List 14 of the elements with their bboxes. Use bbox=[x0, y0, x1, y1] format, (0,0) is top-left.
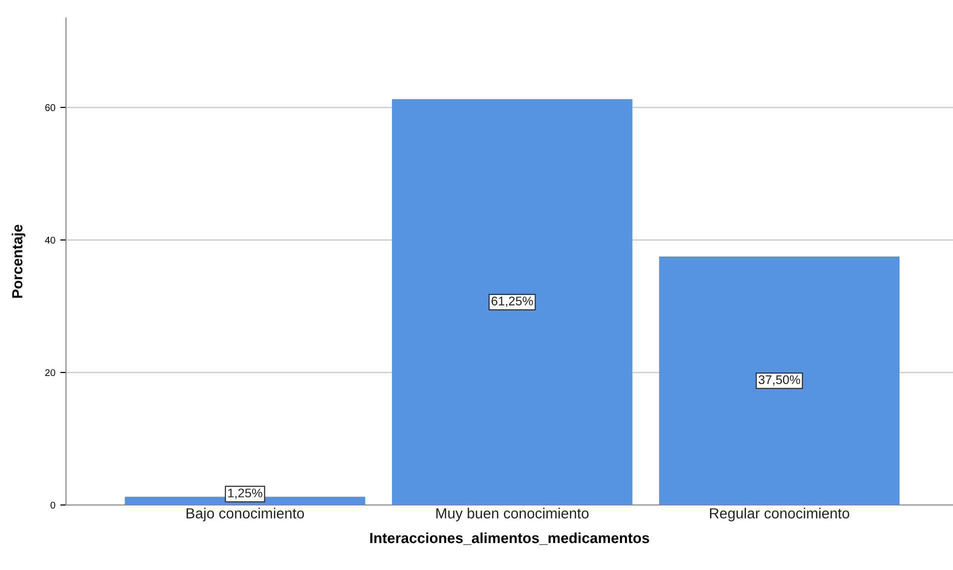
y-tick-label: 60 bbox=[45, 104, 56, 112]
x-tick-label: Regular conocimiento bbox=[710, 508, 850, 522]
x-axis-title: Interacciones_alimentos_medicamentos bbox=[370, 532, 650, 545]
y-tick-label: 40 bbox=[44, 236, 56, 244]
x-tick-label: Bajo conocimiento bbox=[186, 508, 304, 522]
data-label: 61,25% bbox=[492, 296, 533, 307]
y-tick-label: 20 bbox=[45, 369, 56, 376]
data-label: 37,50% bbox=[758, 375, 800, 386]
y-tick-label: 0 bbox=[50, 502, 56, 509]
x-tick-label: Muy buen conocimiento bbox=[436, 508, 589, 522]
bar bbox=[392, 99, 632, 505]
bar bbox=[659, 256, 900, 505]
y-axis-title: Porcentaje bbox=[12, 224, 26, 298]
data-label: 1,25% bbox=[228, 488, 262, 499]
